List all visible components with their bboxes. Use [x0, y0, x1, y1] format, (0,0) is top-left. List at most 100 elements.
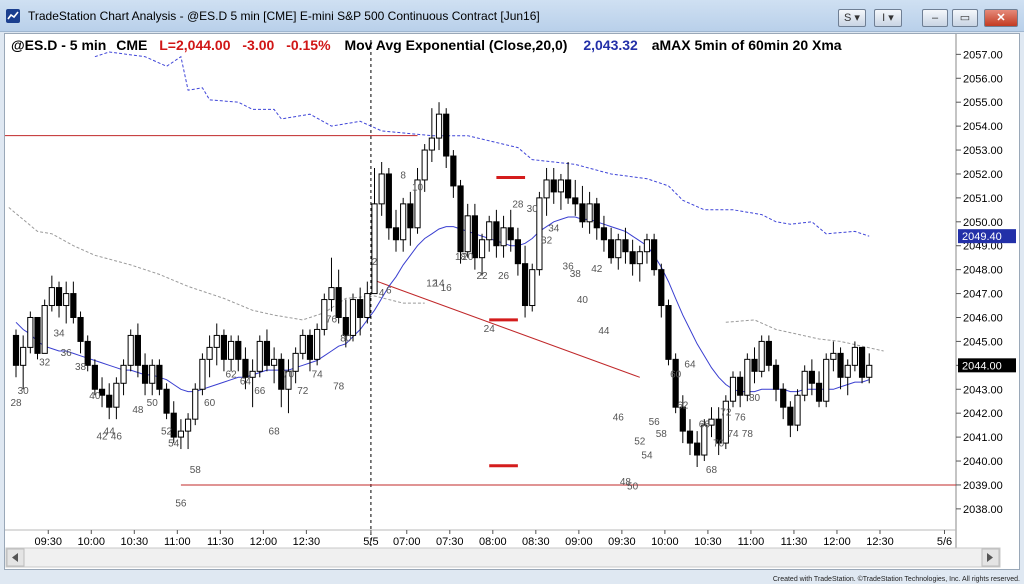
change-pct-label: -0.15%	[286, 37, 331, 53]
candle	[772, 359, 780, 402]
tradestation-logo-icon	[6, 9, 20, 23]
candle	[643, 233, 651, 264]
bar-number-label: 48	[620, 477, 632, 488]
bar-number-label: 6	[386, 286, 392, 297]
candle-body-up	[371, 203, 378, 295]
candle-body-up	[586, 203, 593, 223]
candle	[199, 353, 206, 396]
bar-number-label: 46	[111, 431, 123, 442]
candle	[464, 203, 471, 258]
bar-number-label: 64	[240, 376, 252, 387]
candle	[507, 209, 514, 252]
bar-number-label: 74	[312, 369, 324, 380]
candle	[500, 215, 507, 258]
candle-body-down	[622, 239, 629, 253]
price-tick-label: 2042.00	[963, 408, 1003, 420]
bar-number-label: 66	[254, 386, 266, 397]
horizontal-scrollbar[interactable]	[5, 547, 1001, 568]
candle-body-down	[263, 340, 271, 366]
candle-body-up	[285, 370, 292, 390]
candle	[34, 316, 41, 360]
bar-number-label: 4	[379, 288, 385, 299]
candle	[335, 269, 342, 324]
candle-body-down	[493, 221, 500, 247]
time-tick-label: 07:30	[436, 536, 464, 548]
candle	[156, 359, 163, 396]
close-button[interactable]: ✕	[984, 9, 1018, 27]
candle	[443, 108, 450, 168]
bar-number-label: 22	[476, 271, 488, 282]
candle-body-up	[557, 179, 565, 193]
bar-number-label: 70	[713, 439, 725, 450]
bar-number-label: 46	[613, 412, 625, 423]
candle	[866, 353, 873, 384]
candle-body-down	[521, 263, 529, 307]
chart-header: @ES.D - 5 min CME L=2,044.00 -3.00 -0.15…	[11, 37, 842, 53]
bar-number-label: 2	[372, 257, 378, 268]
candle	[694, 431, 701, 467]
candle-body-up	[794, 394, 801, 426]
candle	[385, 167, 392, 240]
price-tick-label: 2048.00	[963, 265, 1003, 277]
maximize-button[interactable]: ▭	[952, 9, 978, 27]
candle	[228, 335, 235, 372]
minimize-button[interactable]: –	[922, 9, 948, 27]
candle	[722, 395, 729, 450]
candle-body-down	[335, 287, 342, 318]
candle	[249, 359, 256, 408]
candle-body-up	[349, 299, 357, 336]
candle-body-up	[708, 418, 715, 426]
bar-number-label: 36	[61, 348, 73, 359]
candle	[292, 347, 299, 384]
candle	[823, 353, 830, 408]
bar-number-label: 14	[433, 278, 445, 289]
candle	[91, 359, 98, 396]
candle	[170, 401, 177, 444]
candle-body-down	[858, 346, 866, 378]
candle-body-up	[256, 340, 263, 372]
time-tick-label: 11:30	[781, 536, 808, 548]
candle-body-down	[84, 340, 91, 366]
candle-body-up	[249, 370, 256, 378]
bar-number-label: 62	[677, 400, 689, 411]
candle-body-down	[141, 364, 149, 384]
chart-panel[interactable]: 28 30 32 34 36 38 40 42 44 46 48 50 52 54 56 58 60 62 64 66…	[4, 33, 1020, 570]
candle	[177, 419, 185, 450]
candle	[780, 383, 787, 420]
bar-number-label: 42	[591, 264, 603, 275]
bar-number-label: 30	[527, 204, 539, 215]
candle	[830, 341, 837, 372]
price-chart[interactable]: 2830323436384042444648505254565860626466…	[5, 34, 1019, 569]
time-tick-label: 12:30	[293, 536, 321, 548]
indicator-name: Mov Avg Exponential (Close,20,0)	[344, 37, 567, 53]
bar-number-label: 28	[512, 199, 524, 210]
candle	[120, 359, 127, 396]
candle	[858, 346, 866, 384]
candle	[349, 293, 357, 342]
bar-number-label: 52	[634, 436, 646, 447]
candle-body-up	[48, 287, 55, 307]
ma60-lower-line-b	[725, 319, 884, 352]
candle	[400, 197, 407, 252]
i-dropdown-button[interactable]: I ▾	[874, 9, 902, 27]
candle-body-up	[328, 287, 335, 301]
bar-number-label: 12	[426, 278, 438, 289]
s-label: S	[844, 12, 852, 24]
candle-body-up	[27, 316, 34, 348]
bar-number-label: 26	[498, 271, 510, 282]
candle	[435, 102, 443, 151]
ma60-lower-line	[8, 207, 425, 321]
candle-body-up	[63, 293, 70, 307]
candle	[665, 299, 672, 366]
candle-body-up	[400, 203, 407, 241]
s-dropdown-button[interactable]: S ▾	[838, 9, 866, 27]
bar-number-label: 48	[132, 405, 144, 416]
candle-body-up	[478, 239, 486, 259]
bar-number-label: 34	[53, 329, 65, 340]
candle	[794, 389, 801, 432]
bar-number-label: 56	[649, 417, 661, 428]
candle-body-down	[392, 227, 400, 241]
candle	[651, 233, 658, 276]
candle	[708, 407, 715, 438]
candle-body-down	[564, 179, 572, 199]
